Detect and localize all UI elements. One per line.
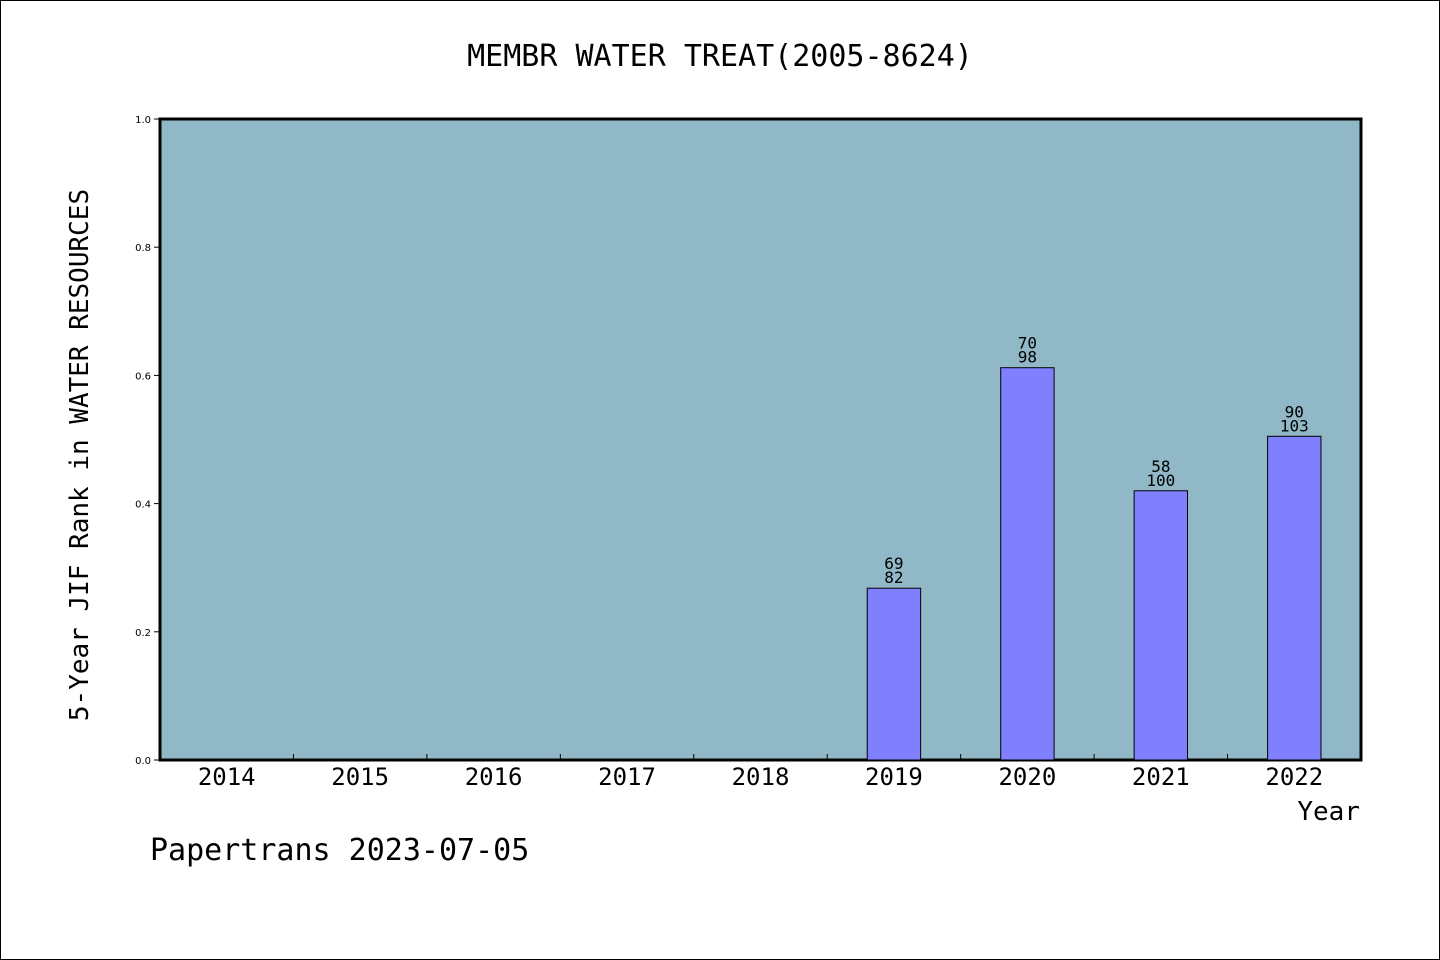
bar-label-rank: 90 bbox=[1285, 402, 1304, 421]
chart-title: MEMBR WATER TREAT(2005-8624) bbox=[467, 39, 973, 74]
bar-label-total: 82 bbox=[884, 568, 903, 587]
x-axis-label: Year bbox=[1297, 797, 1360, 827]
bar-2021 bbox=[1133, 490, 1189, 761]
x-tick-label: 2022 bbox=[1265, 763, 1323, 791]
bar-label-total: 103 bbox=[1280, 416, 1309, 435]
bar-label-rank: 69 bbox=[884, 554, 903, 573]
x-tick-label: 2016 bbox=[465, 763, 523, 791]
bars bbox=[866, 367, 1322, 761]
y-tick-label: 1.0 bbox=[135, 115, 151, 126]
y-tick-label: 0.0 bbox=[135, 756, 151, 767]
x-tick-label: 2015 bbox=[331, 763, 389, 791]
y-tick-label: 0.4 bbox=[135, 500, 151, 511]
x-tick-label: 2019 bbox=[865, 763, 923, 791]
footer-note: Papertrans 2023-07-05 bbox=[150, 833, 530, 868]
bar-label-rank: 58 bbox=[1151, 457, 1170, 476]
x-tick-label: 2017 bbox=[598, 763, 656, 791]
bar-label-rank: 70 bbox=[1018, 334, 1037, 353]
x-tick-label: 2021 bbox=[1132, 763, 1190, 791]
y-tick-label: 0.8 bbox=[135, 243, 151, 254]
x-tick-label: 2020 bbox=[998, 763, 1056, 791]
x-tick-label: 2018 bbox=[732, 763, 790, 791]
x-tick-label: 2014 bbox=[198, 763, 256, 791]
y-tick-label: 0.6 bbox=[135, 371, 151, 382]
y-axis-label: 5-Year JIF Rank in WATER RESOURCES bbox=[65, 189, 95, 721]
bar-label-total: 100 bbox=[1146, 471, 1175, 490]
bar-2022 bbox=[1267, 435, 1322, 761]
bar-2020 bbox=[1000, 367, 1055, 761]
y-tick-label: 0.2 bbox=[135, 628, 151, 639]
y-axis: 0.0 0.2 0.4 0.6 0.8 1.0 bbox=[135, 115, 160, 767]
bar-2019 bbox=[866, 587, 922, 761]
x-axis: 2014 2015 2016 2017 2018 2019 2020 2021 2022 bbox=[198, 754, 1323, 791]
bar-label-total: 98 bbox=[1018, 348, 1037, 367]
